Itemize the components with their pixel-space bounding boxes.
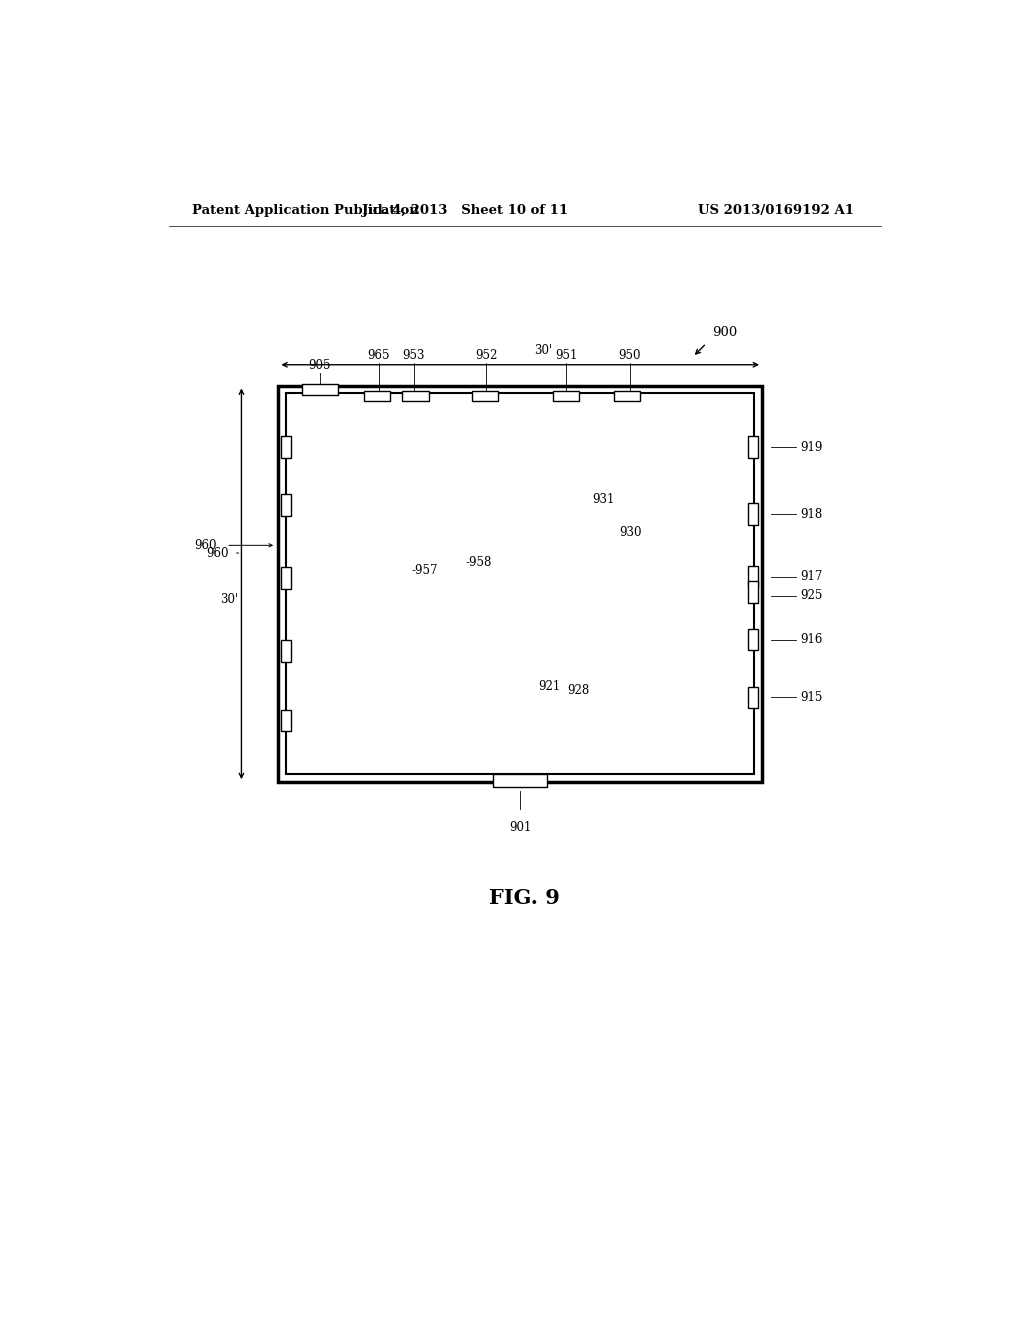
Text: 965: 965: [368, 348, 390, 362]
Bar: [282, 568, 291, 589]
Bar: [282, 640, 291, 663]
Bar: [282, 494, 291, 516]
Bar: [748, 628, 758, 651]
Bar: [614, 391, 640, 400]
Text: 928: 928: [567, 684, 590, 697]
Bar: [282, 710, 291, 731]
Bar: [748, 581, 758, 603]
Bar: [748, 503, 758, 525]
Text: -958: -958: [466, 557, 492, 569]
Bar: [364, 391, 390, 400]
Text: US 2013/0169192 A1: US 2013/0169192 A1: [698, 205, 854, 218]
Text: 915: 915: [801, 690, 823, 704]
Bar: [472, 391, 498, 400]
Text: 918: 918: [801, 508, 822, 520]
Text: 901: 901: [509, 821, 531, 834]
Text: 917: 917: [801, 570, 823, 583]
Text: 30': 30': [535, 345, 552, 358]
Text: 900: 900: [712, 326, 737, 338]
Bar: [748, 566, 758, 587]
Bar: [282, 437, 291, 458]
Bar: [402, 391, 429, 400]
Bar: [286, 393, 755, 775]
Bar: [494, 774, 547, 787]
Bar: [301, 384, 339, 395]
Text: 921: 921: [539, 680, 561, 693]
Text: 960: 960: [206, 546, 228, 560]
Text: 931: 931: [593, 494, 615, 507]
Text: -957: -957: [412, 564, 438, 577]
Text: 916: 916: [801, 634, 823, 647]
Text: 951: 951: [555, 348, 578, 362]
Bar: [279, 385, 762, 781]
Text: 952: 952: [475, 348, 498, 362]
Text: 953: 953: [402, 348, 425, 362]
Text: Jul. 4, 2013   Sheet 10 of 11: Jul. 4, 2013 Sheet 10 of 11: [362, 205, 568, 218]
Text: FIG. 9: FIG. 9: [489, 887, 560, 908]
Text: 30': 30': [220, 593, 239, 606]
Bar: [748, 437, 758, 458]
Text: 930: 930: [620, 525, 642, 539]
Bar: [553, 391, 579, 400]
Text: 950: 950: [618, 348, 641, 362]
Bar: [748, 686, 758, 708]
Text: 925: 925: [801, 589, 823, 602]
Text: Patent Application Publication: Patent Application Publication: [193, 205, 419, 218]
Text: 919: 919: [801, 441, 823, 454]
Text: 905: 905: [308, 359, 331, 372]
Text: 960: 960: [195, 539, 217, 552]
